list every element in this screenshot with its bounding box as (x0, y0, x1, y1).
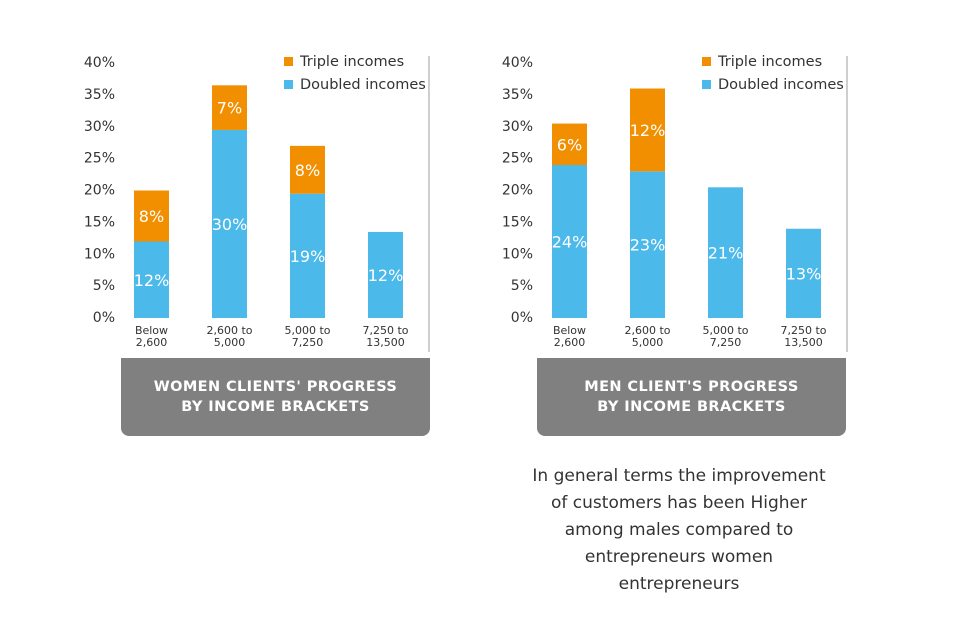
men-ytick-label: 40% (502, 55, 533, 71)
men-bar-label: 23% (630, 236, 666, 255)
women-category-label: 5,000 (214, 336, 246, 349)
men-bar-label: 24% (552, 233, 588, 252)
women-bar-triple (212, 85, 247, 130)
men-chart-caption: MEN CLIENT'S PROGRESS BY INCOME BRACKETS (537, 358, 846, 436)
men-legend-swatch (702, 57, 711, 66)
women-category-label: 7,250 (292, 336, 324, 349)
men-bar-triple (630, 88, 665, 172)
women-ytick-label: 20% (84, 183, 115, 199)
men-bar-label: 12% (630, 121, 666, 140)
men-ytick-label: 0% (511, 310, 533, 326)
note-line-1: In general terms the improvement (532, 466, 826, 486)
women-ytick-label: 0% (93, 310, 115, 326)
men-ytick-label: 35% (502, 87, 533, 103)
women-legend-label: Doubled incomes (300, 77, 426, 93)
women-bar-doubled (212, 129, 247, 318)
women-legend-swatch (284, 57, 293, 66)
women-ytick-label: 15% (84, 214, 115, 230)
women-category-label: 2,600 to (206, 324, 252, 337)
men-bar-label: 21% (708, 244, 744, 263)
men-category-label: 2,600 (554, 336, 586, 349)
women-chart-caption: WOMEN CLIENTS' PROGRESS BY INCOME BRACKE… (121, 358, 430, 436)
men-category-label: 13,500 (784, 336, 823, 349)
men-bar-doubled (552, 165, 587, 318)
women-bar-triple (290, 145, 325, 194)
women-legend-swatch (284, 80, 293, 89)
men-bar-label: 6% (557, 135, 582, 154)
women-bar-label: 30% (212, 215, 248, 234)
women-bar-label: 8% (295, 161, 320, 180)
women-ytick-label: 30% (84, 119, 115, 135)
women-chart: 0% 5% 10% 15% 20% 25% 30% 35% 40% 12% 8% Below 2,600… (60, 0, 450, 440)
women-caption-line-1: WOMEN CLIENTS' PROGRESS (153, 379, 398, 395)
men-ytick-label: 15% (502, 214, 533, 230)
men-bar-label: 13% (786, 264, 822, 283)
women-category-label: 7,250 to (362, 324, 408, 337)
men-bar-doubled (786, 228, 821, 318)
men-bar-doubled (630, 171, 665, 318)
women-ytick-label: 5% (93, 278, 115, 294)
women-category-label: 5,000 to (284, 324, 330, 337)
men-category-label: 5,000 (632, 336, 664, 349)
men-category-label: 5,000 to (702, 324, 748, 337)
women-category-label: 13,500 (366, 336, 405, 349)
men-ytick-label: 30% (502, 119, 533, 135)
note-line-3: among males compared to (564, 520, 794, 540)
men-ytick-label: 20% (502, 183, 533, 199)
men-chart: 0% 5% 10% 15% 20% 25% 30% 35% 40% 24% 6% Below 2,600… (478, 0, 868, 440)
note-line-4: entrepreneurs women (584, 547, 774, 567)
women-legend-label: Triple incomes (299, 54, 404, 70)
women-bar-label: 12% (368, 266, 404, 285)
women-bar-label: 8% (139, 207, 164, 226)
women-bar-doubled (290, 193, 325, 318)
men-chart-svg: 0%5%10%15%20%25%30%35%40%24%6%Below2,600… (502, 54, 848, 352)
note-line-2: of customers has been Higher (551, 493, 807, 513)
women-ytick-label: 40% (84, 55, 115, 71)
women-bar-label: 19% (290, 247, 326, 266)
women-bar-doubled (134, 241, 169, 318)
men-bar-triple (552, 123, 587, 165)
women-bar-label: 7% (217, 99, 242, 118)
women-ytick-label: 35% (84, 87, 115, 103)
men-caption-line-1: MEN CLIENT'S PROGRESS (584, 379, 799, 395)
men-category-label: 2,600 to (624, 324, 670, 337)
men-bar-doubled (708, 187, 743, 318)
men-legend-swatch (702, 80, 711, 89)
women-bar-label: 12% (134, 271, 170, 290)
women-bar-triple (134, 190, 169, 242)
men-category-label: Below (553, 324, 586, 337)
men-legend-label: Triple incomes (717, 54, 822, 70)
note-line-5: entrepreneurs (618, 574, 740, 594)
men-ytick-label: 5% (511, 278, 533, 294)
women-ytick-label: 10% (84, 246, 115, 262)
women-category-label: Below (135, 324, 168, 337)
men-category-label: 7,250 to (780, 324, 826, 337)
men-caption-line-2: BY INCOME BRACKETS (597, 399, 786, 415)
women-chart-svg: 0%5%10%15%20%25%30%35%40%12%8%Below2,600… (84, 54, 430, 352)
summary-note: In general terms the improvement of cust… (520, 463, 838, 598)
men-category-label: 7,250 (710, 336, 742, 349)
men-ytick-label: 25% (502, 151, 533, 167)
men-ytick-label: 10% (502, 246, 533, 262)
women-caption-line-2: BY INCOME BRACKETS (181, 399, 370, 415)
men-legend-label: Doubled incomes (718, 77, 844, 93)
women-category-label: 2,600 (136, 336, 168, 349)
women-bar-doubled (368, 231, 403, 318)
women-ytick-label: 25% (84, 151, 115, 167)
